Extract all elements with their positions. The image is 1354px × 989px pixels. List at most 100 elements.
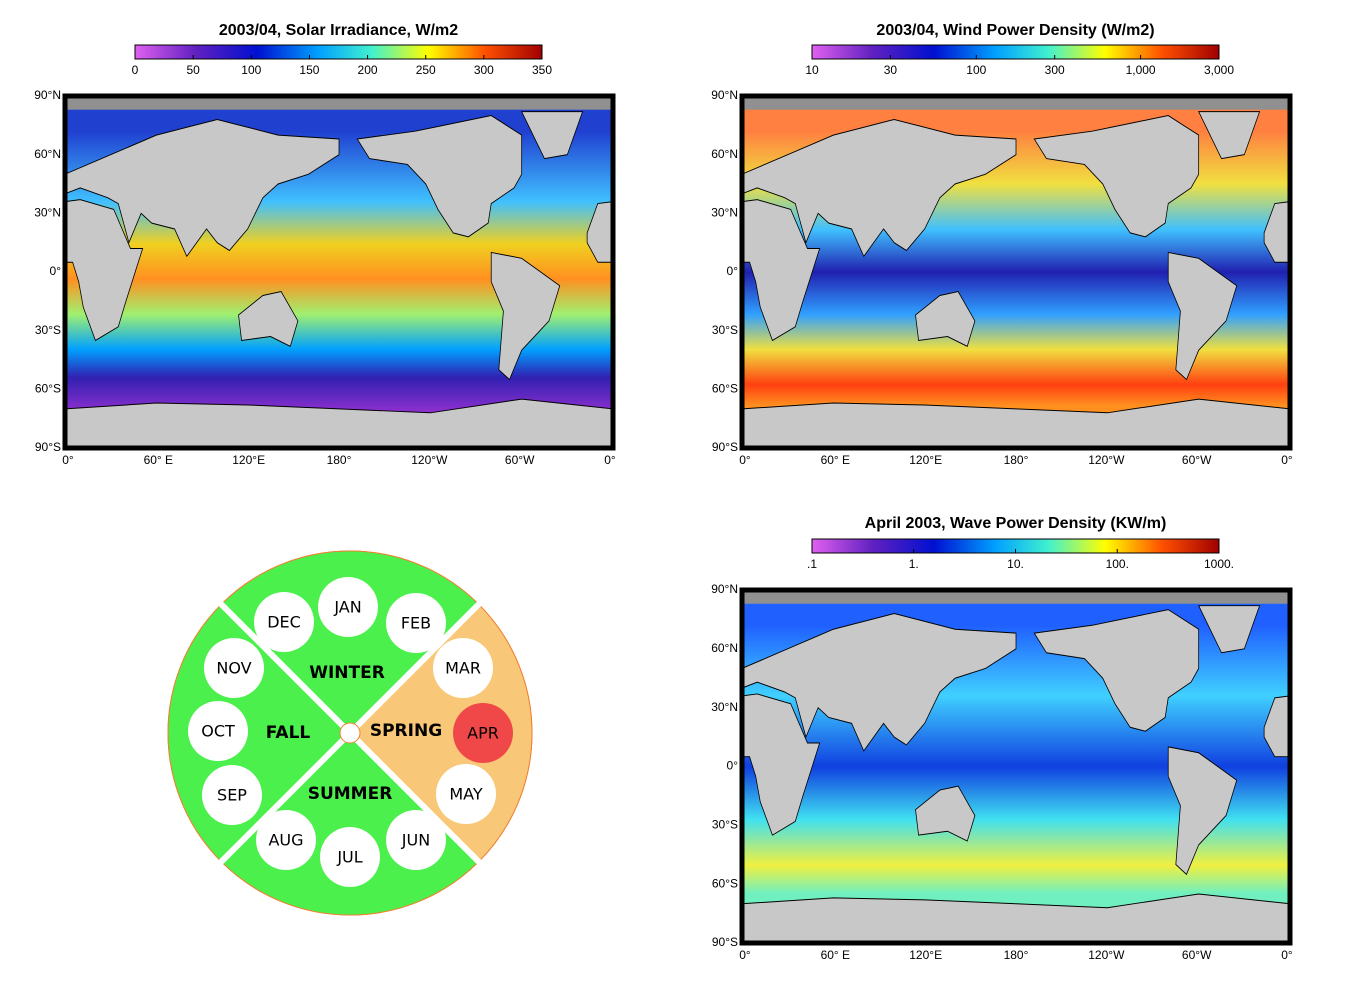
map-title: 2003/04, Wind Power Density (W/m2) — [876, 22, 1154, 39]
season-label: SUMMER — [308, 784, 393, 804]
lat-label: 0° — [50, 264, 62, 278]
map-panel: 2003/04, Wind Power Density (W/m2) 10 30 10… — [711, 22, 1293, 467]
lon-label: 0° — [739, 948, 751, 962]
colorbar-tick-label: 100. — [1106, 557, 1129, 571]
month-button[interactable] — [202, 765, 262, 825]
lon-label: 60° E — [821, 948, 850, 962]
lat-label: 90°S — [712, 440, 738, 454]
month-button[interactable] — [453, 703, 513, 763]
month-label: JUL — [336, 848, 362, 867]
colorbar-tick-label: 1,000 — [1126, 63, 1156, 77]
month-button[interactable] — [436, 764, 496, 824]
map-panel: April 2003, Wave Power Density (KW/m) .1 1… — [711, 515, 1293, 962]
colorbar-tick-label: 100 — [966, 63, 986, 77]
season-label: WINTER — [309, 663, 385, 683]
month-label: JAN — [333, 598, 361, 617]
colorbar-tick-label: .1 — [807, 557, 817, 571]
month-button[interactable] — [254, 592, 314, 652]
colorbar-tick-label: 350 — [532, 63, 552, 77]
month-button[interactable] — [188, 701, 248, 761]
month-label: JUN — [401, 831, 430, 850]
colorbar-tick-label: 300 — [1045, 63, 1065, 77]
map-panel: 2003/04, Solar Irradiance, W/m2 0 50 100 150… — [34, 22, 616, 467]
map-frame — [62, 93, 616, 451]
lon-label: 60°W — [1182, 948, 1212, 962]
colorbar-tick-label: 1000. — [1204, 557, 1234, 571]
map-title: April 2003, Wave Power Density (KW/m) — [865, 515, 1167, 532]
lon-label: 120°W — [1088, 453, 1125, 467]
lon-label: 0° — [1281, 948, 1293, 962]
lon-label: 0° — [1281, 453, 1293, 467]
month-button[interactable] — [433, 638, 493, 698]
lon-label: 60° E — [821, 453, 850, 467]
lat-label: 30°S — [712, 818, 738, 832]
colorbar-tick-label: 10 — [805, 63, 819, 77]
lat-label: 60°S — [712, 382, 738, 396]
lat-label: 30°N — [34, 206, 61, 220]
month-button[interactable] — [204, 638, 264, 698]
colorbar-tick-label: 10. — [1007, 557, 1024, 571]
lat-label: 60°N — [711, 147, 738, 161]
colorbar-tick-label: 250 — [416, 63, 436, 77]
lon-label: 0° — [739, 453, 751, 467]
lon-label: 0° — [604, 453, 616, 467]
lon-label: 180° — [1004, 948, 1029, 962]
colorbar-tick-label: 150 — [299, 63, 319, 77]
colorbar-tick-label: 3,000 — [1204, 63, 1234, 77]
lon-label: 0° — [62, 453, 74, 467]
month-label: AUG — [268, 831, 303, 850]
lat-label: 30°N — [711, 206, 738, 220]
colorbar-tick-label: 100 — [241, 63, 261, 77]
lon-label: 120°E — [232, 453, 265, 467]
lat-label: 60°N — [711, 641, 738, 655]
lon-label: 120°E — [909, 948, 942, 962]
season-wheel: WINTER SPRING SUMMER FALL DEC JAN FEB MAR APR MAY… — [167, 550, 533, 916]
colorbar-tick-label: 200 — [358, 63, 378, 77]
lon-label: 120°E — [909, 453, 942, 467]
colorbar-tick-label: 0 — [132, 63, 139, 77]
month-label: APR — [467, 724, 499, 743]
lat-label: 30°S — [712, 323, 738, 337]
lat-label: 0° — [727, 759, 739, 773]
month-label: OCT — [201, 722, 235, 741]
month-button[interactable] — [256, 810, 316, 870]
month-label: DEC — [267, 613, 301, 632]
lon-label: 60°W — [1182, 453, 1212, 467]
season-label: FALL — [266, 723, 311, 743]
lon-label: 180° — [327, 453, 352, 467]
month-label: NOV — [216, 659, 251, 678]
month-button[interactable] — [386, 810, 446, 870]
month-button[interactable] — [320, 827, 380, 887]
colorbar-tick-label: 30 — [884, 63, 898, 77]
colorbar — [811, 44, 1220, 60]
season-label: SPRING — [370, 721, 442, 741]
lat-label: 90°S — [712, 935, 738, 949]
lat-label: 90°N — [711, 582, 738, 596]
lon-label: 60° E — [144, 453, 173, 467]
map-frame — [739, 93, 1293, 451]
lat-label: 30°S — [35, 323, 61, 337]
lon-label: 120°W — [411, 453, 448, 467]
lon-label: 120°W — [1088, 948, 1125, 962]
lat-label: 60°S — [35, 382, 61, 396]
lat-label: 90°S — [35, 440, 61, 454]
month-button[interactable] — [386, 593, 446, 653]
month-label: MAR — [445, 659, 481, 678]
colorbar — [134, 44, 543, 60]
colorbar-tick-label: 300 — [474, 63, 494, 77]
map-frame — [739, 587, 1293, 946]
month-label: SEP — [217, 786, 247, 805]
maps: 2003/04, Solar Irradiance, W/m2 0 50 100 150… — [34, 22, 1293, 962]
lat-label: 60°S — [712, 876, 738, 890]
month-label: FEB — [401, 614, 431, 633]
lon-label: 180° — [1004, 453, 1029, 467]
month-button[interactable] — [318, 577, 378, 637]
lat-label: 30°N — [711, 700, 738, 714]
hub — [339, 722, 361, 744]
lon-label: 60°W — [505, 453, 535, 467]
lat-label: 90°N — [34, 88, 61, 102]
colorbar-tick-label: 50 — [186, 63, 200, 77]
map-title: 2003/04, Solar Irradiance, W/m2 — [219, 22, 458, 39]
lat-label: 0° — [727, 264, 739, 278]
